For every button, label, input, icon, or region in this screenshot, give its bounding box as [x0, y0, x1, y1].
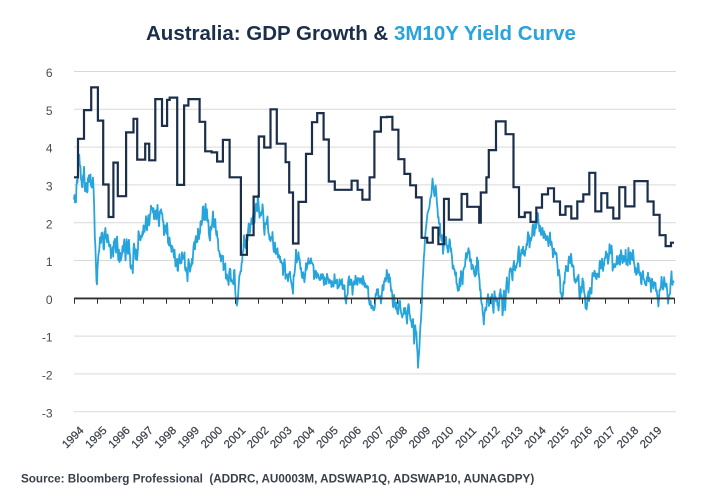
svg-text:2: 2	[46, 217, 53, 231]
svg-text:3: 3	[46, 180, 53, 194]
svg-text:4: 4	[46, 142, 53, 156]
svg-text:Source: Bloomberg Professional: Source: Bloomberg Professional (ADDRC, A…	[21, 473, 534, 486]
svg-text:-1: -1	[42, 331, 53, 345]
svg-text:5: 5	[46, 104, 53, 118]
svg-text:-3: -3	[42, 406, 53, 420]
svg-text:1: 1	[46, 255, 53, 269]
svg-text:2003: 2003	[268, 425, 294, 451]
svg-text:6: 6	[46, 66, 53, 80]
svg-text:-2: -2	[42, 369, 53, 383]
svg-text:0: 0	[46, 293, 53, 307]
svg-text:Australia: GDP Growth & 3M10Y: Australia: GDP Growth & 3M10Y Yield Curv…	[146, 22, 576, 45]
